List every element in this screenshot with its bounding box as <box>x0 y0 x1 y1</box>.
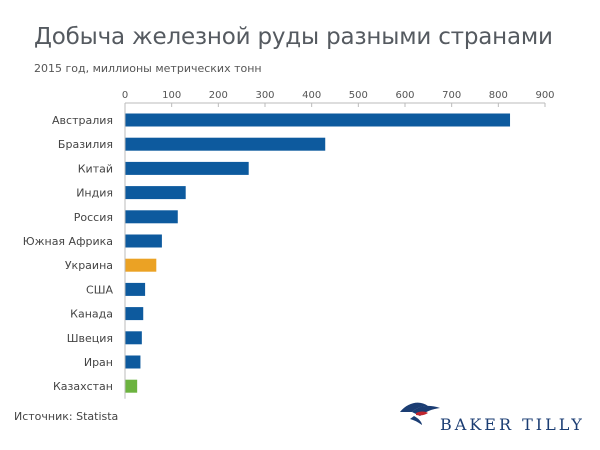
bar-8 <box>125 282 146 296</box>
bar-5 <box>125 210 178 224</box>
bar-11 <box>125 355 141 369</box>
category-label: Казахстан <box>53 380 113 393</box>
category-label: Австралия <box>52 114 113 127</box>
chart-subtitle: 2015 год, миллионы метрических тонн <box>34 62 262 75</box>
category-label: Бразилия <box>58 138 113 151</box>
eagle-icon <box>400 402 440 425</box>
bar-9 <box>125 307 144 321</box>
bar-7 <box>125 258 157 272</box>
bar-1 <box>125 113 511 127</box>
x-tick-label: 900 <box>535 90 554 101</box>
bar-4 <box>125 186 186 200</box>
category-label: Швеция <box>67 332 113 345</box>
x-tick-label: 600 <box>395 90 414 101</box>
category-label: Россия <box>74 211 113 224</box>
chart-title: Добыча железной руды разными странами <box>34 24 553 50</box>
category-label: Иран <box>84 356 113 369</box>
x-tick-label: 500 <box>349 90 368 101</box>
category-label: Индия <box>76 187 113 200</box>
x-tick-label: 800 <box>489 90 508 101</box>
bar-2 <box>125 137 326 151</box>
x-tick-label: 100 <box>162 90 181 101</box>
x-tick-label: 300 <box>255 90 274 101</box>
x-tick-label: 0 <box>122 90 128 101</box>
category-label: Украина <box>65 259 113 272</box>
x-tick-label: 400 <box>302 90 321 101</box>
category-label: США <box>86 283 113 296</box>
source-note: Источник: Statista <box>14 410 119 423</box>
bar-12 <box>125 379 138 393</box>
bar-10 <box>125 331 142 345</box>
bar-3 <box>125 161 249 175</box>
bar-6 <box>125 234 162 248</box>
x-tick-label: 700 <box>442 90 461 101</box>
bar-chart: 0 100 200 300 400 500 600 700 800 900 Австралия Бра… <box>23 90 555 399</box>
category-label: Южная Африка <box>23 235 113 248</box>
category-label: Канада <box>70 308 113 321</box>
x-tick-label: 200 <box>209 90 228 101</box>
category-label: Китай <box>78 162 113 175</box>
company-logo-text: BAKER TILLY <box>440 415 585 434</box>
